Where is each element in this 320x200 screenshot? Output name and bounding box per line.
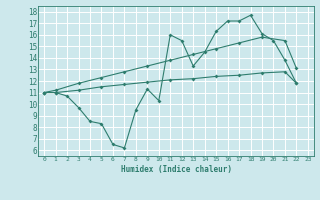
X-axis label: Humidex (Indice chaleur): Humidex (Indice chaleur) xyxy=(121,165,231,174)
